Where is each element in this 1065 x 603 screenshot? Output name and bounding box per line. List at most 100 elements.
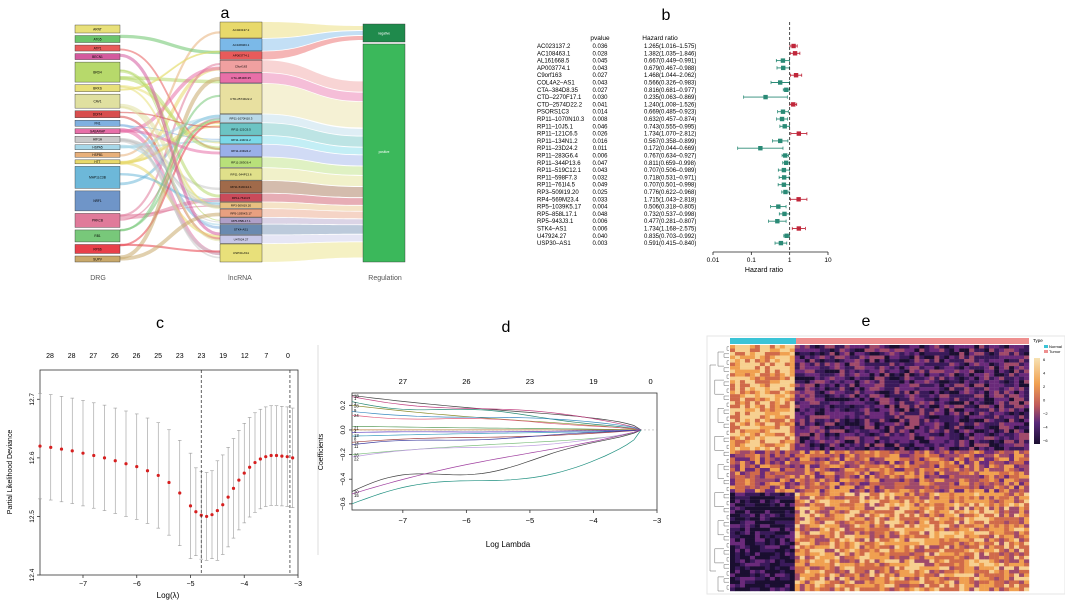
heatmap-cell — [844, 460, 850, 465]
heatmap-cell — [904, 404, 910, 409]
heatmap-cell — [974, 569, 980, 574]
heatmap-cell — [929, 534, 935, 539]
heatmap-cell — [1009, 562, 1015, 567]
panel-c-point — [113, 459, 117, 463]
heatmap-cell — [919, 355, 925, 360]
heatmap-cell — [764, 489, 771, 493]
heatmap-cell — [949, 478, 955, 483]
heatmap-cell — [839, 348, 845, 353]
heatmap-cell — [799, 527, 805, 532]
heatmap-cell — [764, 464, 771, 469]
forest-row-name: CTA–384D8.35 — [537, 88, 579, 94]
heatmap-cell — [764, 432, 771, 437]
heatmap-cell — [1004, 446, 1010, 451]
heatmap-cell — [744, 513, 751, 518]
heatmap-cell — [759, 489, 766, 493]
heatmap-cell — [1024, 534, 1030, 539]
heatmap-cell — [754, 587, 761, 592]
heatmap-cell — [899, 475, 905, 479]
forest-row-pvalue: 0.047 — [592, 161, 608, 167]
heatmap-cell — [909, 538, 915, 542]
heatmap-cell — [1014, 359, 1020, 363]
heatmap-cell — [814, 531, 820, 535]
heatmap-cell — [999, 548, 1005, 553]
heatmap-cell — [894, 443, 900, 448]
heatmap-cell — [759, 513, 766, 518]
heatmap-cell — [899, 583, 905, 588]
heatmap-cell — [1019, 587, 1025, 592]
heatmap-cell — [924, 489, 930, 493]
heatmap-cell — [969, 352, 975, 356]
heatmap-cell — [819, 513, 825, 518]
heatmap-cell — [904, 562, 910, 567]
heatmap-cell — [979, 555, 985, 560]
heatmap-cell — [899, 383, 905, 388]
heatmap-cell — [834, 383, 840, 388]
heatmap-cell — [799, 475, 805, 479]
heatmap-cell — [784, 376, 790, 381]
heatmap-cell — [754, 562, 761, 567]
heatmap-cell — [909, 503, 915, 507]
heatmap-cell — [730, 366, 736, 370]
heatmap-cell — [814, 450, 820, 455]
heatmap-cell — [769, 520, 776, 525]
heatmap-cell — [1024, 541, 1030, 546]
heatmap-cell — [764, 475, 771, 479]
heatmap-cell — [1009, 411, 1015, 416]
heatmap-cell — [929, 555, 935, 560]
heatmap-cell — [944, 548, 950, 553]
heatmap-cell — [854, 408, 860, 412]
coefficient-path — [351, 429, 642, 446]
heatmap-cell — [730, 387, 736, 391]
heatmap-cell — [849, 534, 855, 539]
heatmap-cell — [864, 404, 870, 409]
heatmap-cell — [969, 446, 975, 451]
heatmap-cell — [909, 422, 915, 427]
heatmap-cell — [864, 538, 870, 542]
heatmap-cell — [924, 390, 930, 395]
heatmap-cell — [964, 390, 970, 395]
heatmap-cell — [819, 503, 825, 507]
heatmap-cell — [974, 380, 980, 384]
heatmap-cell — [1009, 471, 1015, 476]
heatmap-cell — [984, 506, 990, 511]
heatmap-cell — [934, 496, 940, 500]
heatmap-cell — [974, 418, 980, 423]
regulation-flow — [262, 114, 363, 136]
heatmap-cell — [914, 348, 920, 353]
heatmap-cell — [829, 580, 835, 585]
heatmap-cell — [944, 387, 950, 391]
heatmap-cell — [994, 362, 1000, 367]
heatmap-cell — [924, 524, 930, 528]
heatmap-cell — [839, 517, 845, 521]
heatmap-cell — [764, 439, 771, 444]
heatmap-cell — [889, 569, 895, 574]
heatmap-cell — [924, 436, 930, 441]
heatmap-cell — [969, 489, 975, 493]
drg-node — [74, 84, 121, 92]
heatmap-cell — [914, 383, 920, 388]
heatmap-cell — [954, 527, 960, 532]
heatmap-cell — [779, 569, 786, 574]
heatmap-cell — [979, 390, 985, 395]
heatmap-cell — [809, 538, 815, 542]
heatmap-cell — [904, 520, 910, 525]
heatmap-cell — [994, 397, 1000, 402]
heatmap-cell — [879, 359, 885, 363]
heatmap-cell — [739, 583, 746, 588]
heatmap-cell — [959, 376, 965, 381]
heatmap-cell — [934, 524, 940, 528]
heatmap-cell — [754, 373, 761, 377]
panel-d-x-label: Log Lambda — [486, 540, 531, 549]
heatmap-cell — [994, 485, 1000, 490]
coefficient-path-label: 14 — [354, 440, 359, 445]
heatmap-cell — [799, 394, 805, 398]
heatmap-cell — [914, 436, 920, 441]
heatmap-cell — [824, 566, 830, 571]
heatmap-cell — [904, 489, 910, 493]
heatmap-cell — [1019, 524, 1025, 528]
heatmap-cell — [914, 559, 920, 564]
heatmap-cell — [784, 552, 790, 557]
heatmap-cell — [954, 583, 960, 588]
heatmap-cell — [844, 566, 850, 571]
